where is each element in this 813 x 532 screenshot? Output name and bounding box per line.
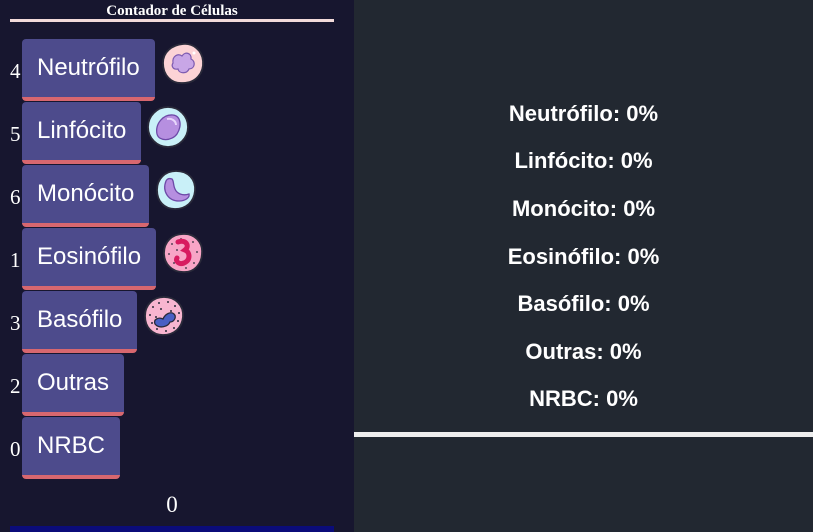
shortcut-key-basophil: 3 [10,311,21,335]
result-other: Outras: 0% [525,339,642,364]
monocyte-button[interactable]: Monócito [22,165,150,227]
shortcut-key-eosinophil: 1 [10,248,21,272]
monocyte-icon [156,170,196,210]
result-percent: 0% [606,386,638,411]
eosinophil-icon [163,233,203,273]
shortcut-key-neutrophil: 4 [10,59,21,83]
result-label: Monócito [511,196,610,221]
results-divider [354,432,813,437]
result-label: Linfócito [514,148,608,173]
result-nrbc: NRBC: 0% [529,386,638,411]
result-percent: 0% [620,148,653,173]
nrbc-button[interactable]: NRBC [22,417,121,479]
total-count: 0 [166,492,178,517]
result-percent: 0% [609,339,642,364]
result-lymphocyte: Linfócito: 0% [514,148,653,173]
result-percent: 0% [617,291,650,316]
result-percent: 0% [623,196,655,221]
neutrophil-icon [162,43,204,84]
result-label: NRBC [529,386,593,411]
result-label: Neutrófilo [508,101,613,126]
result-label: Outras [525,339,597,364]
result-label: Eosinófilo [507,244,615,269]
lymphocyte-icon [147,106,189,148]
result-basophil: Basófilo: 0% [517,291,650,316]
shortcut-key-nrbc: 0 [10,437,21,461]
basophil-button[interactable]: Basófilo [22,291,138,353]
shortcut-key-lymphocyte: 5 [10,122,21,146]
page-title: Contador de Células [106,3,238,19]
lymphocyte-button[interactable]: Linfócito [22,102,142,164]
other-button[interactable]: Outras [22,354,125,416]
eosinophil-button[interactable]: Eosinófilo [22,228,157,290]
result-label: Basófilo [517,291,605,316]
counter-panel: Contador de Células 4 Neutrófilo 5 Linfó… [0,0,354,532]
shortcut-key-monocyte: 6 [10,185,21,209]
result-monocyte: Monócito: 0% [511,196,655,221]
result-percent: 0% [626,101,659,126]
neutrophil-button[interactable]: Neutrófilo [22,39,155,101]
result-neutrophil: Neutrófilo: 0% [508,101,659,126]
title-divider [10,19,334,22]
bottom-bar [10,526,334,532]
result-percent: 0% [627,244,660,269]
result-eosinophil: Eosinófilo: 0% [507,244,660,269]
shortcut-key-other: 2 [10,374,21,398]
basophil-icon [144,296,184,336]
